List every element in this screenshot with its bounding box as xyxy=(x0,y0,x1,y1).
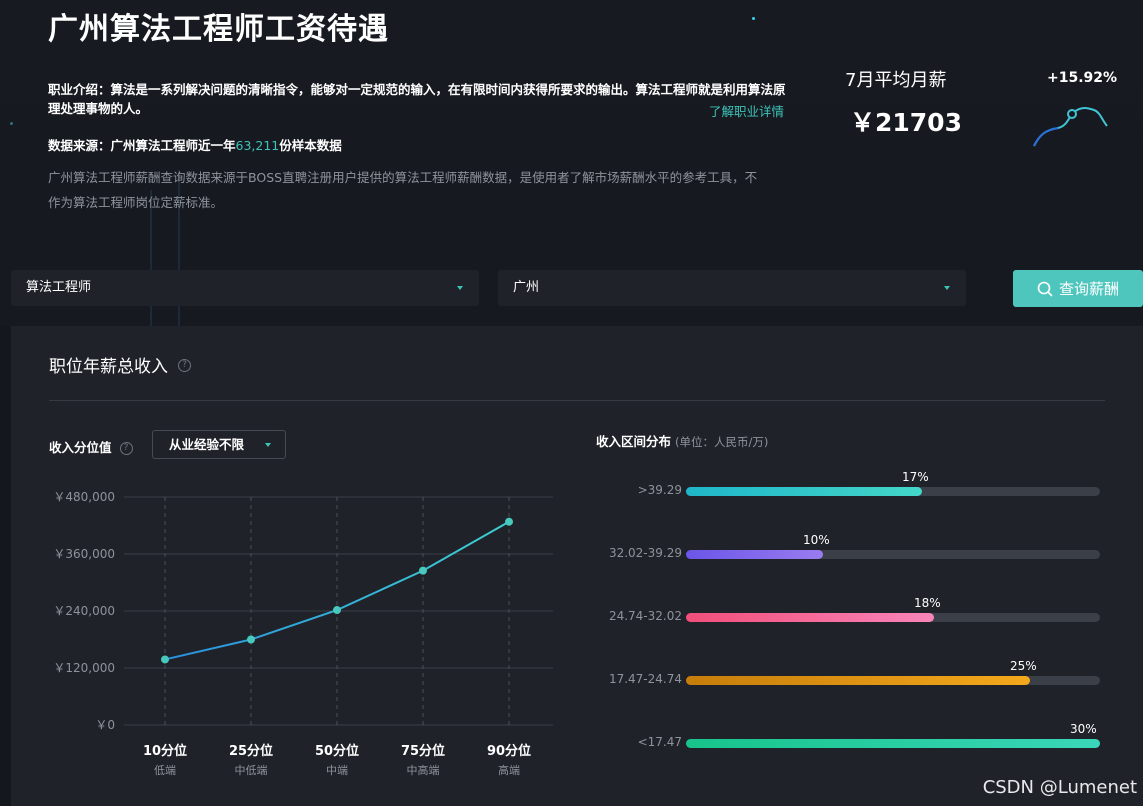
percent-label: 30% xyxy=(1070,722,1097,736)
distribution-row: 24.74-32.02 18% xyxy=(571,596,1111,626)
bar-track xyxy=(686,739,1100,748)
x-tick-label: 50分位 xyxy=(315,743,359,759)
job-details-link[interactable]: 了解职业详情 xyxy=(709,104,785,119)
range-label: 32.02-39.29 xyxy=(608,546,682,560)
distribution-unit: (单位：人民币/万) xyxy=(675,435,769,449)
percent-label: 10% xyxy=(803,533,830,547)
x-tick-label: 90分位 xyxy=(487,743,531,759)
distribution-title-text: 收入区间分布 xyxy=(596,434,672,449)
source-prefix: 数据来源：广州算法工程师近一年 xyxy=(48,138,236,153)
bar-fill xyxy=(686,676,1030,685)
range-label: 17.47-24.74 xyxy=(608,672,682,686)
range-label: >39.29 xyxy=(637,483,682,497)
panel-title-text: 职位年薪总收入 xyxy=(49,357,168,377)
data-point xyxy=(333,606,341,615)
query-salary-button[interactable]: 查询薪酬 xyxy=(1013,270,1143,307)
series-line xyxy=(164,520,510,661)
percent-label: 18% xyxy=(914,596,941,610)
percentile-label: 收入分位值? xyxy=(49,437,133,456)
query-salary-label: 查询薪酬 xyxy=(1058,280,1119,298)
avg-salary-label: 7月平均月薪 xyxy=(845,70,947,91)
x-tick-label: 25分位 xyxy=(229,743,273,759)
y-tick-label: ￥240,000 xyxy=(53,604,115,618)
disclaimer: 广州算法工程师薪酬查询数据来源于BOSS直聘注册用户提供的算法工程师薪酬数据，是… xyxy=(48,170,758,210)
bar-fill xyxy=(686,487,922,496)
experience-select[interactable]: 从业经验不限 xyxy=(152,430,286,459)
experience-select-value: 从业经验不限 xyxy=(169,437,245,452)
bar-fill xyxy=(686,550,823,559)
distribution-row: >39.29 17% xyxy=(571,470,1111,500)
x-tick-label: 10分位 xyxy=(143,743,187,759)
bar-track xyxy=(686,550,1100,559)
data-point xyxy=(161,655,169,664)
bar-track xyxy=(686,487,1100,496)
distribution-row: <17.47 30% xyxy=(571,722,1111,752)
distribution-title: 收入区间分布 (单位：人民币/万) xyxy=(596,431,768,450)
decorative-line xyxy=(150,190,152,326)
avg-salary-value: ￥21703 xyxy=(850,108,962,137)
source-suffix: 份样本数据 xyxy=(279,138,342,153)
job-intro: 职业介绍：算法是一系列解决问题的清晰指令，能够对一定规范的输入，在有限时间内获得… xyxy=(48,82,786,116)
decorative-line xyxy=(178,170,180,326)
x-tick-label: 75分位 xyxy=(401,743,445,759)
salary-panel: 职位年薪总收入? 收入分位值? 从业经验不限 ￥0 ￥120,000 ￥240,00… xyxy=(11,326,1143,806)
help-icon[interactable]: ? xyxy=(178,358,191,372)
job-select-value: 算法工程师 xyxy=(26,280,92,295)
decorative-dot xyxy=(752,17,755,20)
search-icon xyxy=(1037,281,1053,297)
x-sub-label: 中高端 xyxy=(407,763,440,777)
divider xyxy=(49,400,1105,401)
bar-track xyxy=(686,676,1100,685)
watermark: CSDN @Lumenet xyxy=(982,777,1137,798)
x-sub-label: 中低端 xyxy=(235,764,268,777)
y-tick-label: ￥480,000 xyxy=(53,490,115,504)
data-point xyxy=(505,517,513,526)
panel-title: 职位年薪总收入? xyxy=(49,352,191,377)
city-select-value: 广州 xyxy=(513,280,540,295)
y-tick-label: ￥360,000 xyxy=(53,547,115,561)
trend-sparkline-icon xyxy=(1033,107,1108,147)
sample-count: 63,211 xyxy=(235,138,280,153)
bar-track xyxy=(686,613,1100,622)
x-sub-label: 高端 xyxy=(498,763,520,777)
percentile-line-chart: ￥0 ￥120,000 ￥240,000 ￥360,000 ￥480,000 10分位低端… xyxy=(53,490,553,777)
x-sub-label: 中端 xyxy=(326,764,348,777)
range-label: <17.47 xyxy=(637,735,682,749)
city-select[interactable]: 广州 xyxy=(498,270,966,306)
bar-fill xyxy=(686,739,1100,748)
help-icon[interactable]: ? xyxy=(119,442,133,455)
data-source: 数据来源：广州算法工程师近一年63,211份样本数据 xyxy=(48,135,342,154)
page-title: 广州算法工程师工资待遇 xyxy=(48,12,389,47)
percent-label: 25% xyxy=(1010,659,1037,673)
distribution-row: 17.47-24.74 25% xyxy=(571,659,1111,689)
salary-change: +15.92% xyxy=(1047,70,1118,86)
data-point xyxy=(247,635,255,644)
distribution-row: 32.02-39.29 10% xyxy=(571,533,1111,563)
y-tick-label: ￥120,000 xyxy=(53,661,115,675)
decorative-dot xyxy=(10,122,13,125)
chevron-down-icon xyxy=(944,286,950,290)
percentile-label-text: 收入分位值 xyxy=(49,440,112,455)
percent-label: 17% xyxy=(902,470,929,484)
data-point xyxy=(419,566,427,575)
x-sub-label: 低端 xyxy=(154,764,176,777)
range-label: 24.74-32.02 xyxy=(608,609,682,623)
y-tick-label: ￥0 xyxy=(95,718,115,732)
chevron-down-icon xyxy=(265,443,271,447)
chevron-down-icon xyxy=(457,286,463,290)
job-select[interactable]: 算法工程师 xyxy=(11,270,479,306)
bar-fill xyxy=(686,613,934,622)
